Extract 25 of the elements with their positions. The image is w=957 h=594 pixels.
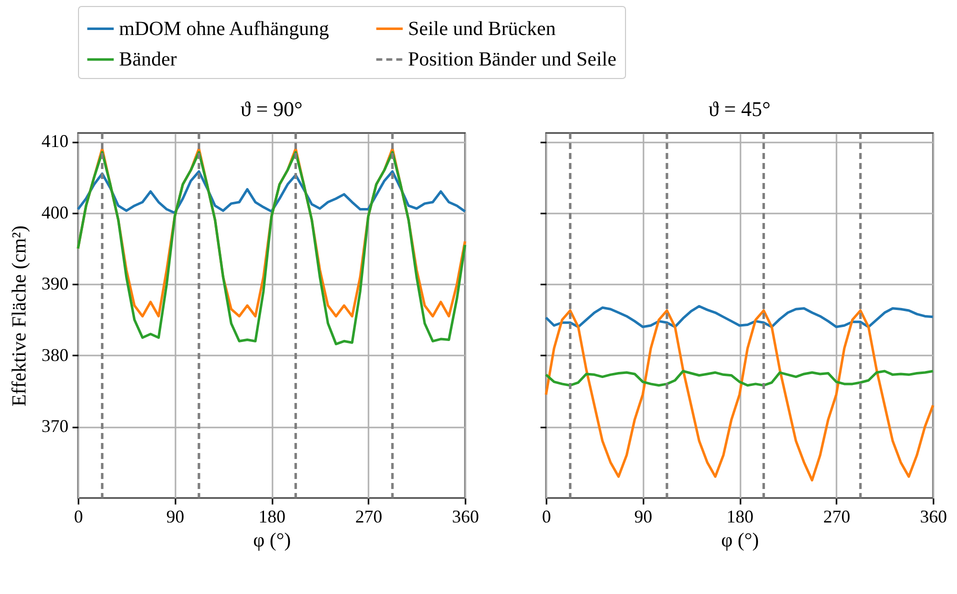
- x-tick-label: 0: [74, 506, 83, 526]
- legend-label: Position Bänder und Seile: [408, 48, 616, 70]
- y-tick-label: 410: [42, 131, 68, 152]
- chart-title: ϑ = 90°: [240, 96, 303, 121]
- x-tick-label: 0: [542, 506, 551, 526]
- legend-label: Seile und Brücken: [408, 18, 556, 40]
- x-tick-label: 90: [634, 506, 652, 526]
- y-tick-label: 390: [42, 274, 68, 294]
- y-tick-label: 400: [42, 202, 68, 222]
- x-tick-label: 180: [258, 506, 286, 526]
- line-series: [76, 151, 466, 346]
- x-axis-title: φ (°): [721, 530, 759, 552]
- x-tick-label: 360: [452, 506, 479, 526]
- x-tick-label: 180: [726, 506, 754, 526]
- legend-label: Bänder: [119, 48, 178, 70]
- x-tick-label: 270: [355, 506, 382, 526]
- y-axis-title: Effektive Fläche (cm²): [8, 225, 30, 407]
- y-tick-label: 380: [42, 344, 68, 365]
- x-axis-title: φ (°): [253, 530, 291, 552]
- legend-label: mDOM ohne Aufhängung: [119, 18, 329, 40]
- x-tick-label: 90: [166, 506, 184, 526]
- y-tick-label: 370: [42, 416, 68, 436]
- x-tick-label: 360: [920, 506, 947, 526]
- x-tick-label: 270: [823, 506, 850, 526]
- chart-title: ϑ = 45°: [708, 96, 771, 121]
